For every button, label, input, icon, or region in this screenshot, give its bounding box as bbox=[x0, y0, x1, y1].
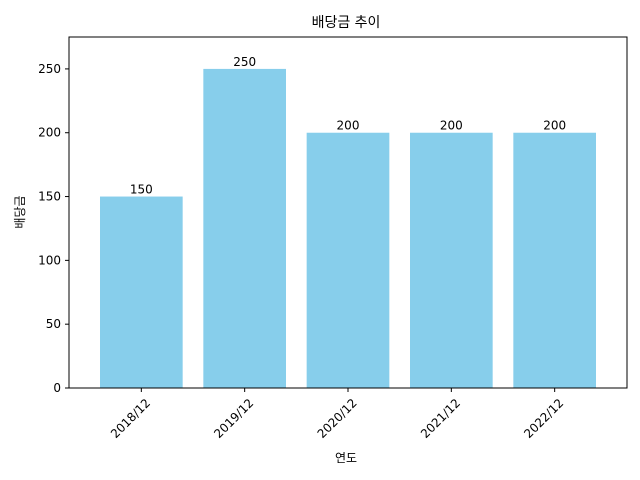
y-tick-label: 150 bbox=[38, 190, 61, 204]
y-tick-label: 250 bbox=[38, 62, 61, 76]
bars-group bbox=[100, 68, 596, 388]
y-axis-label: 배당금 bbox=[13, 195, 27, 228]
bar bbox=[203, 68, 286, 388]
x-axis-label: 연도 bbox=[335, 451, 357, 465]
plot-frame bbox=[68, 36, 628, 389]
data-label: 200 bbox=[337, 119, 360, 133]
bar bbox=[306, 132, 390, 388]
y-tick-label: 100 bbox=[38, 253, 61, 267]
y-tick-label: 0 bbox=[53, 381, 61, 395]
data-label: 200 bbox=[543, 119, 566, 133]
bar bbox=[410, 132, 493, 388]
bar bbox=[100, 196, 183, 388]
chart-title: 배당금 추이 bbox=[312, 15, 381, 31]
bar bbox=[513, 132, 596, 388]
y-tick-label: 50 bbox=[46, 317, 61, 331]
data-label: 250 bbox=[233, 55, 256, 69]
data-labels-group: 150 250 200 200 200 bbox=[130, 55, 566, 197]
data-label: 150 bbox=[130, 183, 153, 197]
data-label: 200 bbox=[440, 119, 463, 133]
y-axis: 0 50 100 150 200 250 bbox=[38, 62, 69, 395]
y-tick-label: 200 bbox=[38, 126, 61, 140]
